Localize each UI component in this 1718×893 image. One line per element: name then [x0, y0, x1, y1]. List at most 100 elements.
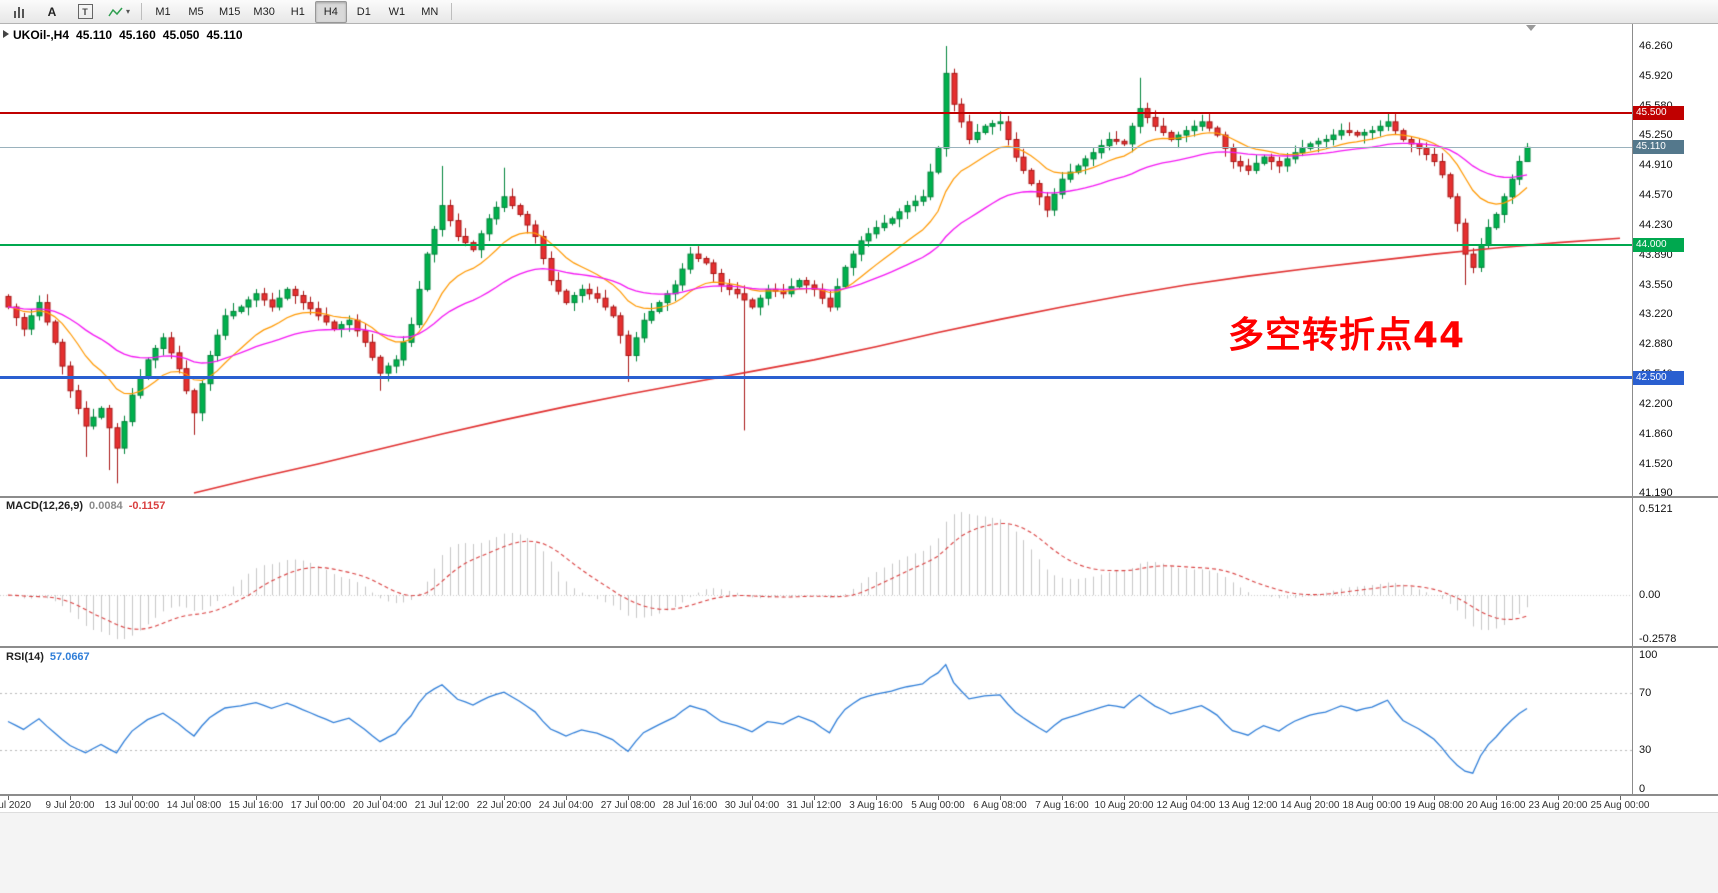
- price-tick-label: 44.910: [1639, 159, 1673, 172]
- toolbar-separator: [141, 3, 143, 20]
- time-tick: [876, 796, 877, 800]
- indicators-button[interactable]: [102, 1, 136, 23]
- time-axis-label: 23 Aug 20:00: [1528, 800, 1588, 811]
- timeframe-button-W1[interactable]: W1: [388, 5, 406, 18]
- chart-shift-marker[interactable]: [1526, 25, 1536, 31]
- panel-divider[interactable]: [0, 646, 1718, 648]
- rsi-name: RSI(14): [6, 651, 44, 663]
- price-tag-key-level-line-42500: 42.500: [1632, 370, 1684, 385]
- toolbar-separator: [450, 3, 452, 20]
- time-axis-label: 8 Jul 2020: [0, 800, 32, 811]
- time-axis[interactable]: 8 Jul 2020 9 Jul 20:00 13 Jul 00:00 14 Jul …: [0, 796, 1718, 812]
- timeframe-button-M30[interactable]: M30: [253, 5, 275, 18]
- time-tick: [1248, 796, 1249, 800]
- price-tick-label: 42.880: [1639, 338, 1673, 351]
- time-axis-label: 27 Jul 08:00: [600, 800, 656, 811]
- macd-panel-canvas[interactable]: [0, 497, 1632, 648]
- price-tag-support-line-44000: 44.000: [1632, 238, 1684, 253]
- macd-name: MACD(12,26,9): [6, 500, 84, 512]
- price-tag-bid-price-line: 45.110: [1632, 140, 1684, 155]
- indicator-zigzag-icon: [108, 7, 123, 16]
- rsi-axis-label: 70: [1639, 686, 1652, 699]
- time-axis-label: 15 Jul 16:00: [228, 800, 284, 811]
- macd-signal-value: -0.1157: [128, 500, 166, 512]
- time-tick: [132, 796, 133, 800]
- macd-axis-label: 0.00: [1639, 589, 1661, 602]
- timeframe-button-D1[interactable]: D1: [356, 5, 371, 18]
- timeframe-button-M1[interactable]: M1: [155, 5, 171, 18]
- support-line-44000[interactable]: [0, 244, 1632, 247]
- time-axis-label: 14 Aug 20:00: [1280, 800, 1340, 811]
- window-background: [0, 812, 1718, 893]
- price-tick-label: 45.920: [1639, 70, 1673, 83]
- time-tick: [318, 796, 319, 800]
- timeframe-button-H1[interactable]: H1: [290, 5, 305, 18]
- price-tick-label: 43.220: [1639, 308, 1673, 321]
- time-axis-label: 24 Jul 04:00: [538, 800, 594, 811]
- ohlc-high: 45.160: [119, 28, 156, 42]
- price-tag-resistance-line-45500: 45.500: [1632, 106, 1684, 121]
- price-tick-label: 42.200: [1639, 397, 1673, 410]
- price-tick-label: 43.550: [1639, 278, 1673, 291]
- time-tick: [566, 796, 567, 800]
- ohlc-close: 45.110: [206, 28, 243, 42]
- time-axis-label: 25 Aug 00:00: [1590, 800, 1650, 811]
- time-tick: [1000, 796, 1001, 800]
- time-axis-label: 10 Aug 20:00: [1094, 800, 1154, 811]
- key-level-line-42500[interactable]: [0, 376, 1632, 380]
- chart-type-button[interactable]: [3, 1, 35, 23]
- bid-price-line[interactable]: [0, 146, 1632, 148]
- time-tick: [752, 796, 753, 800]
- one-click-trading-toggle[interactable]: [3, 30, 9, 38]
- time-axis-label: 30 Jul 04:00: [724, 800, 780, 811]
- bar-chart-icon: [14, 6, 24, 18]
- time-tick: [8, 796, 9, 800]
- price-tick-label: 41.860: [1639, 427, 1673, 440]
- time-tick: [442, 796, 443, 800]
- price-tick-label: 46.260: [1639, 40, 1673, 53]
- time-axis-label: 22 Jul 20:00: [476, 800, 532, 811]
- ohlc-low: 45.050: [162, 28, 200, 42]
- time-tick: [1186, 796, 1187, 800]
- time-tick: [504, 796, 505, 800]
- time-tick: [1434, 796, 1435, 800]
- timeframe-button-M5[interactable]: M5: [188, 5, 204, 18]
- toolbar: A T M1 M5 M15 M30 H1 H4 D1 W1 MN: [0, 0, 1718, 24]
- macd-main-value: 0.0084: [89, 500, 123, 512]
- time-axis-label: 19 Aug 08:00: [1404, 800, 1464, 811]
- main-chart-canvas[interactable]: [0, 24, 1632, 497]
- time-tick: [814, 796, 815, 800]
- price-scale[interactable]: 46.26045.92045.58045.25044.91044.57044.2…: [1632, 24, 1718, 812]
- time-axis-label: 3 Aug 16:00: [849, 800, 903, 811]
- timeframe-button-MN[interactable]: MN: [421, 5, 439, 18]
- time-axis-label: 13 Jul 00:00: [104, 800, 160, 811]
- chart-text-annotation[interactable]: 多空转折点44: [1228, 315, 1466, 356]
- ohlc-open: 45.110: [76, 28, 113, 42]
- resistance-line-45500[interactable]: [0, 112, 1632, 115]
- timeframe-button-M15[interactable]: M15: [219, 5, 241, 18]
- text-tool-button[interactable]: A: [36, 1, 68, 23]
- timeframe-button-H4[interactable]: H4: [314, 0, 347, 23]
- time-axis-label: 21 Jul 12:00: [414, 800, 470, 811]
- macd-indicator-label: MACD(12,26,9) 0.0084 -0.1157: [6, 500, 165, 512]
- macd-axis-label: 0.5121: [1639, 503, 1673, 515]
- price-scale-border: [1632, 24, 1633, 812]
- time-tick: [1310, 796, 1311, 800]
- template-tool-button[interactable]: T: [69, 1, 101, 23]
- time-axis-label: 18 Aug 00:00: [1342, 800, 1402, 811]
- time-tick: [1124, 796, 1125, 800]
- rsi-panel-canvas[interactable]: [0, 648, 1632, 795]
- panel-divider[interactable]: [0, 794, 1718, 796]
- macd-axis-label: -0.2578: [1639, 633, 1677, 645]
- symbol-period-label: UKOil-,H4: [13, 28, 70, 42]
- time-axis-label: 31 Jul 12:00: [786, 800, 842, 811]
- time-tick: [938, 796, 939, 800]
- time-tick: [1372, 796, 1373, 800]
- rsi-value: 57.0667: [49, 651, 90, 663]
- panel-divider[interactable]: [0, 496, 1718, 498]
- time-tick: [70, 796, 71, 800]
- time-axis-label: 5 Aug 00:00: [911, 800, 965, 811]
- template-icon: T: [77, 4, 93, 19]
- time-tick: [1620, 796, 1621, 800]
